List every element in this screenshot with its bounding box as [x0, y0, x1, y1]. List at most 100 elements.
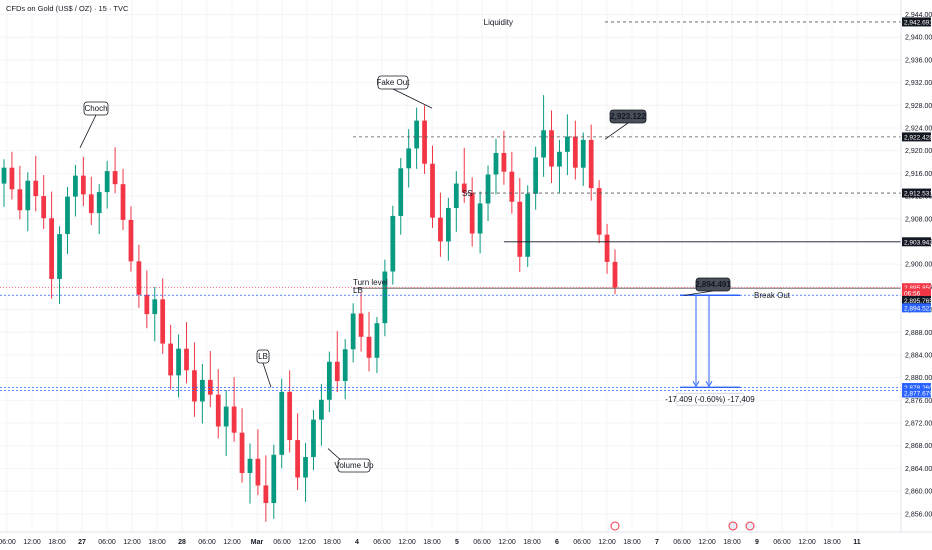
candle-body[interactable] — [279, 391, 285, 455]
candle-body[interactable] — [287, 391, 293, 441]
candle[interactable] — [596, 180, 602, 244]
candle[interactable] — [247, 443, 253, 504]
candle[interactable] — [176, 334, 181, 398]
candle-body[interactable] — [422, 120, 427, 164]
candle-body[interactable] — [247, 458, 253, 473]
candle-body[interactable] — [604, 234, 610, 262]
candle[interactable] — [88, 176, 94, 226]
candle-body[interactable] — [350, 313, 356, 350]
candle-body[interactable] — [358, 313, 364, 337]
candle-body[interactable] — [390, 215, 396, 272]
candle-body[interactable] — [176, 348, 181, 376]
candle[interactable] — [255, 429, 261, 496]
candle[interactable] — [453, 171, 459, 232]
candle[interactable] — [112, 147, 118, 194]
candle-body[interactable] — [73, 175, 78, 197]
candle-body[interactable] — [501, 152, 507, 172]
candle[interactable] — [152, 286, 158, 342]
candle-body[interactable] — [493, 152, 499, 175]
candle[interactable] — [406, 129, 412, 188]
candle-body[interactable] — [461, 183, 467, 193]
candle[interactable] — [136, 244, 142, 308]
candle[interactable] — [239, 408, 245, 483]
candle[interactable] — [469, 177, 475, 247]
candle[interactable] — [517, 177, 523, 273]
candle-body[interactable] — [168, 343, 174, 376]
candle[interactable] — [33, 155, 39, 212]
candle-body[interactable] — [445, 207, 451, 242]
candle-body[interactable] — [319, 399, 324, 420]
candle[interactable] — [549, 110, 554, 184]
candle-body[interactable] — [128, 219, 134, 262]
candle-body[interactable] — [485, 174, 491, 204]
candle-body[interactable] — [112, 171, 118, 185]
candle-body[interactable] — [453, 183, 459, 208]
candle-body[interactable] — [223, 406, 229, 427]
candle[interactable] — [342, 339, 348, 400]
candle[interactable] — [144, 270, 150, 329]
candle-body[interactable] — [255, 458, 261, 486]
candle[interactable] — [493, 138, 499, 195]
candle[interactable] — [295, 413, 300, 490]
candle-body[interactable] — [231, 406, 237, 433]
candle[interactable] — [80, 156, 86, 207]
candle[interactable] — [128, 206, 134, 272]
candle[interactable] — [382, 259, 388, 337]
candle-body[interactable] — [374, 323, 380, 358]
candle[interactable] — [17, 166, 23, 220]
candle[interactable] — [485, 165, 491, 222]
candle[interactable] — [326, 351, 332, 413]
candle[interactable] — [25, 172, 31, 232]
candle-body[interactable] — [96, 192, 102, 214]
candle-body[interactable] — [533, 157, 539, 194]
candle-body[interactable] — [1, 167, 7, 184]
candle[interactable] — [572, 120, 578, 180]
candle-body[interactable] — [9, 167, 15, 190]
candle-body[interactable] — [342, 349, 348, 382]
candlestick-series[interactable] — [1, 95, 618, 522]
candle-body[interactable] — [303, 457, 308, 478]
candle[interactable] — [303, 442, 308, 502]
candle[interactable] — [438, 192, 443, 257]
candle-body[interactable] — [366, 336, 372, 358]
candle[interactable] — [65, 186, 70, 254]
candle-body[interactable] — [215, 394, 221, 427]
candle-body[interactable] — [239, 432, 245, 473]
candle[interactable] — [120, 168, 126, 231]
candle-body[interactable] — [49, 218, 54, 279]
candle[interactable] — [422, 105, 427, 174]
candle[interactable] — [612, 249, 618, 295]
candle[interactable] — [207, 350, 213, 408]
us-flag-icon[interactable] — [728, 521, 738, 531]
candle[interactable] — [374, 316, 380, 374]
candle-body[interactable] — [192, 370, 197, 402]
candle-body[interactable] — [438, 217, 443, 242]
candle-body[interactable] — [104, 171, 110, 193]
candle[interactable] — [263, 455, 269, 522]
candle[interactable] — [160, 278, 166, 354]
candle[interactable] — [104, 160, 110, 209]
candle[interactable] — [168, 324, 174, 390]
candle-body[interactable] — [33, 180, 39, 197]
candle[interactable] — [358, 293, 364, 352]
candle[interactable] — [1, 159, 7, 207]
candle-body[interactable] — [160, 299, 166, 344]
candle-body[interactable] — [549, 130, 554, 167]
candle[interactable] — [57, 226, 62, 304]
candle-body[interactable] — [295, 440, 300, 478]
candle-body[interactable] — [120, 184, 126, 220]
candle[interactable] — [461, 147, 467, 203]
candle[interactable] — [271, 444, 277, 519]
candle-body[interactable] — [612, 261, 618, 288]
candle-body[interactable] — [430, 163, 435, 218]
economic-event-icon[interactable] — [610, 521, 620, 531]
candle-body[interactable] — [326, 361, 332, 400]
candle-body[interactable] — [263, 485, 269, 504]
candle-body[interactable] — [580, 139, 586, 168]
candle[interactable] — [73, 164, 78, 217]
candle-body[interactable] — [57, 234, 62, 279]
candle-body[interactable] — [398, 168, 404, 216]
candle[interactable] — [430, 145, 435, 228]
candle-body[interactable] — [572, 136, 578, 168]
